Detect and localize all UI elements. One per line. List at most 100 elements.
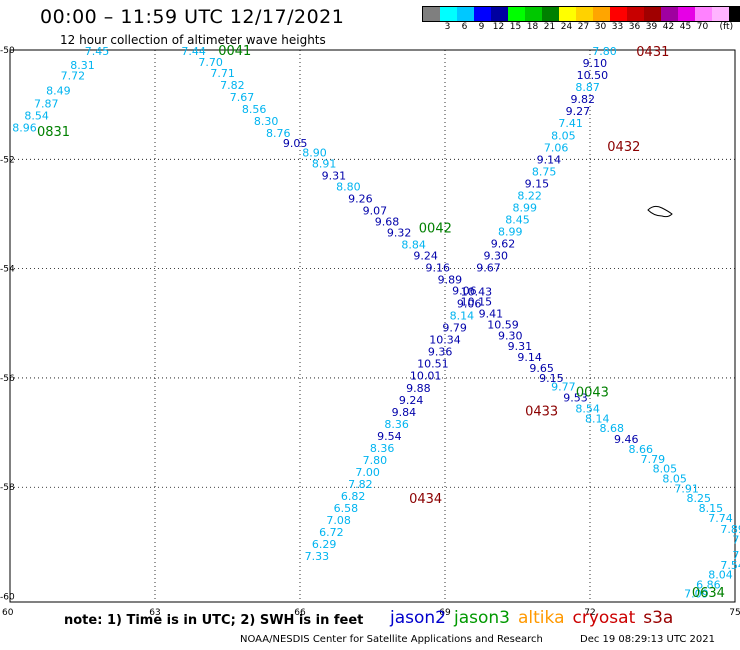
colorbar-swatch [457,7,474,21]
wave-height-reading: 7.71 [210,67,235,80]
colorbar-swatch [695,7,712,21]
wave-height-reading: 9.27 [566,105,591,118]
wave-height-reading: 8.14 [450,310,475,323]
wave-height-reading: 8.54 [575,403,600,416]
wave-height-reading: 8.76 [266,127,291,140]
wave-height-reading: 9.06 [457,298,482,311]
colorbar-label: 70 [696,22,709,32]
colorbar-swatch [508,7,525,21]
wave-height-reading: 6.82 [341,490,366,503]
wave-height-reading: 9.32 [387,227,412,240]
map-frame [9,49,736,603]
wave-height-reading: 7.82 [220,79,245,92]
legend-entry-jason3: jason3 [454,608,510,628]
colorbar-label: 6 [461,22,468,32]
wave-height-reading: 7.72 [61,70,86,83]
wave-height-reading: 7.00 [355,466,380,479]
wave-height-reading: 8.68 [600,422,625,435]
colorbar-label: 12 [492,22,505,32]
lon-tick-label: 75 [729,608,740,618]
wave-height-reading: 9.30 [498,329,523,342]
wave-height-reading: 9.77 [551,381,576,394]
wave-height-reading: 9.24 [399,394,424,407]
wave-height-reading: 8.15 [699,502,724,515]
wave-height-reading: 10.43 [461,286,493,299]
wave-height-reading: 9.62 [491,237,516,250]
wave-height-reading: 9.07 [363,205,388,218]
wave-height-reading: 8.99 [513,201,538,214]
colorbar-label: 21 [543,22,556,32]
wave-height-reading: 9.84 [392,406,417,419]
wave-height-reading: 9.53 [563,392,588,405]
lat-tick-label: -50 [0,46,15,56]
wave-height-reading: 9.14 [517,351,542,364]
wave-height-reading: 8.30 [254,115,279,128]
wave-height-reading: 8.54 [24,110,49,123]
wave-height-reading: 8.45 [505,213,530,226]
colorbar-label: 18 [526,22,539,32]
wave-height-reading: 9.88 [406,382,431,395]
colorbar-swatch [644,7,661,21]
colorbar-swatch [593,7,610,21]
colorbar-label: 39 [645,22,658,32]
pass-time-label: 0431 [636,45,669,60]
wave-height-reading: 8.05 [662,472,687,485]
wave-height-reading: 8.36 [384,418,409,431]
lon-tick-label: 72 [584,608,595,618]
wave-height-reading: 9.06 [452,284,477,297]
wave-height-reading: 9.31 [322,170,347,183]
colorbar-swatch [525,7,542,21]
colorbar-label: 36 [628,22,641,32]
colorbar-label: (ft) [719,22,734,32]
wave-height-reading: 7.82 [348,478,373,491]
wave-height-reading: 9.67 [476,262,501,275]
wave-height-reading: 9.41 [479,307,504,320]
wave-height-reading: 8.05 [551,129,576,142]
legend-entry-cryosat: cryosat [572,608,636,628]
colorbar-label: 24 [560,22,573,32]
wave-height-reading: 10.59 [487,318,519,331]
wave-height-reading: 7.67 [230,91,255,104]
wave-height-reading: 8.96 [12,122,37,135]
wave-height-reading: 9.24 [413,249,438,262]
wave-height-reading: 9.89 [438,274,463,287]
wave-height-reading: 10.34 [429,334,461,347]
wave-height-reading: 8.31 [70,59,95,72]
colorbar-label: 30 [594,22,607,32]
wave-height-reading: 9.14 [537,153,562,166]
pass-time-label: 0041 [218,44,251,59]
wave-height-reading: 8.87 [575,81,600,94]
wave-height-reading: 10.51 [417,358,449,371]
colorbar-label: 42 [662,22,675,32]
colorbar-swatch [712,7,729,21]
wave-height-reading: 8.56 [242,103,267,116]
legend-entry-s3a: s3a [643,608,674,628]
wave-height-reading: 8.91 [312,158,337,171]
wave-height-reading: 6.58 [334,502,359,515]
wave-height-reading: 7.08 [326,514,351,527]
wave-height-reading: 8.75 [532,165,557,178]
lon-tick-label: 69 [439,608,451,618]
pass-time-label: 0433 [525,405,558,420]
pass-time-label: 0634 [692,586,725,601]
colorbar-label: 33 [611,22,624,32]
pass-time-label: 0432 [607,140,640,155]
wave-height-reading: 7.45 [85,45,110,58]
wave-height-reading: 7.09 [684,587,709,600]
map-grid [10,50,735,602]
colorbar-swatch [491,7,508,21]
wave-height-reading: 6.86 [696,579,721,592]
lat-tick-label: -54 [0,265,15,275]
wave-height-reading: 6.72 [319,526,344,539]
wave-height-reading: 8.04 [708,569,733,582]
wave-height-reading: 7.44 [181,45,206,58]
pass-time-label: 0043 [576,386,609,401]
map-title: 00:00 – 11:59 UTC 12/17/2021 [40,6,345,28]
wave-height-reading: 8.84 [401,239,426,252]
wave-height-reading: 9.54 [377,430,402,443]
colorbar-swatch [576,7,593,21]
wave-height-reading: 7.33 [305,550,330,563]
colorbar-label: 3 [444,22,451,32]
wave-height-reading: 9.65 [529,362,554,375]
